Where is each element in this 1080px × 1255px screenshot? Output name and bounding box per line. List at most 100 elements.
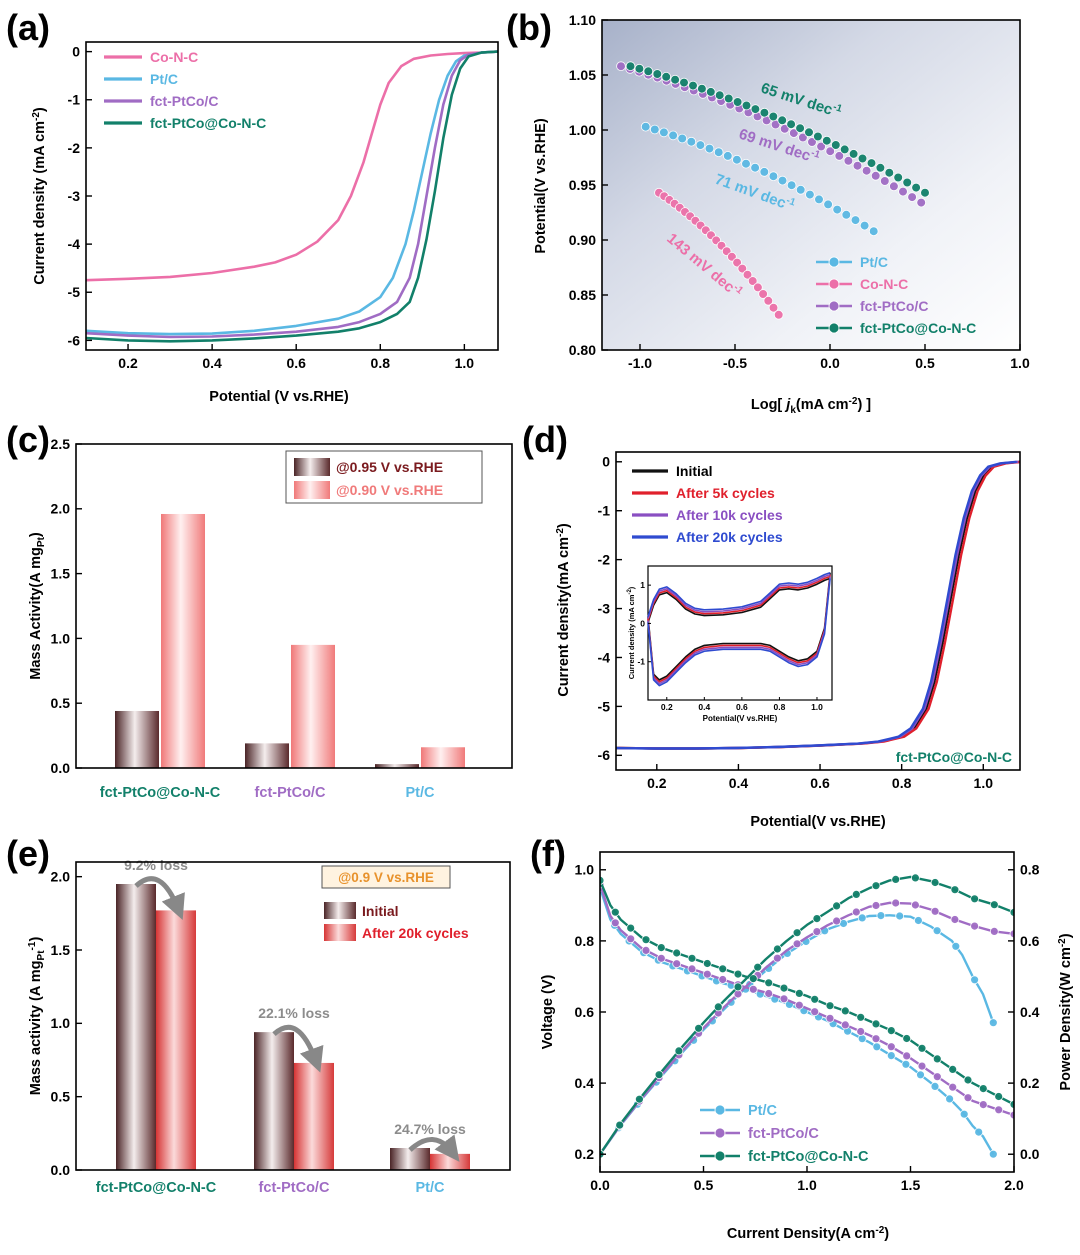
category-label-Pt/C: Pt/C [416,1180,446,1196]
legend-label-Initial: Initial [676,463,713,479]
voltage-point-fct-PtCo/C [902,1051,912,1061]
legend-label-After 20k cycles: After 20k cycles [676,529,783,545]
y-tick-label: 0.80 [569,342,596,358]
data-point-Pt/C [823,199,833,210]
data-point-fct-PtCo@Co-N-C [643,66,654,77]
panel-b-xlabel: Log[ jk(mA cm-2) ] [751,396,871,416]
voltage-point-Pt/C [945,1094,954,1104]
voltage-point-fct-PtCo@Co-N-C [748,974,758,983]
voltage-point-fct-PtCo/C [779,994,789,1004]
data-point-Pt/C [659,127,669,138]
data-point-fct-PtCo@Co-N-C [670,74,680,85]
loss-arrow [134,876,185,920]
power-point-fct-PtCo/C [773,953,782,963]
panel-a: (a) 0.2 0.4 0.6 0.8 1.0 0 -1 -2 -3 -4 -5 -6 Co-N-C P… [6,7,499,405]
voltage-point-Pt/C [930,1082,940,1091]
y-tick-label: 0.5 [51,1089,71,1105]
power-point-fct-PtCo/C [832,916,841,926]
panel-f-xlabel: Current Density(A cm-2) [727,1225,889,1242]
power-point-fct-PtCo@Co-N-C [911,873,920,883]
power-point-Pt/C [726,997,736,1007]
y-tick-label: -6 [68,332,81,348]
data-point-fct-PtCo/C [879,176,890,186]
legend-label-@0.95 V vs.RHE: @0.95 V vs.RHE [336,459,443,475]
voltage-point-fct-PtCo@Co-N-C [1009,1100,1014,1109]
data-point-Co-N-C [747,276,758,286]
legend-label-fct-PtCo@Co-N-C: fct-PtCo@Co-N-C [860,320,976,336]
y-tick-label: 1.10 [569,12,596,28]
power-point-fct-PtCo@Co-N-C [1009,908,1014,917]
voltage-point-fct-PtCo/C [748,984,758,994]
data-point-fct-PtCo@Co-N-C [821,135,832,146]
panel-a-label: (a) [6,7,50,48]
voltage-point-fct-PtCo/C [917,1061,927,1071]
data-point-Co-N-C [758,289,768,299]
data-point-Pt/C [868,226,879,237]
loss-annotation: 9.2% loss [124,857,188,873]
bar-@0.95 V vs.RHE-fct-PtCo@Co-N-C [115,710,159,768]
y-tick-label: -1 [68,92,81,108]
x-tick-label: 0.8 [371,355,391,371]
category-label-fct-PtCo@Co-N-C: fct-PtCo@Co-N-C [96,1180,217,1196]
panel-e-label: (e) [6,833,50,874]
legend-marker-fct-PtCo@Co-N-C [828,322,840,334]
power-point-fct-PtCo@Co-N-C [950,885,960,895]
voltage-point-fct-PtCo@Co-N-C [840,1006,850,1016]
y-tick-label: 1.00 [569,122,596,138]
voltage-point-fct-PtCo/C [978,1100,988,1109]
data-point-fct-PtCo/C [807,137,817,147]
power-point-Pt/C [876,911,886,920]
data-point-fct-PtCo/C [779,124,790,134]
bar-Initial-fct-PtCo@Co-N-C [116,884,156,1170]
data-point-Pt/C [722,151,733,161]
power-point-fct-PtCo@Co-N-C [635,1094,644,1104]
voltage-point-fct-PtCo@Co-N-C [932,1054,942,1064]
series-line-fct-PtCo@Co-N-C [86,50,498,343]
voltage-point-fct-PtCo@Co-N-C [902,1034,912,1043]
panel-e-ylabel: Mass activity (A mgPt-1) [27,937,47,1096]
y-tick-label: -1 [598,503,611,519]
voltage-point-fct-PtCo/C [672,959,682,969]
power-point-Pt/C [932,926,942,936]
voltage-point-fct-PtCo@Co-N-C [656,943,666,952]
voltage-point-fct-PtCo@Co-N-C [764,978,774,988]
bar-@0.95 V vs.RHE-fct-PtCo/C [245,743,289,768]
y-tick-label: 0.4 [575,1075,595,1091]
voltage-point-fct-PtCo/C [886,1042,896,1052]
x-tick-label: 1.0 [974,775,994,791]
data-point-fct-PtCo@Co-N-C [920,187,930,198]
y-tick-label: 2.0 [51,501,71,517]
power-point-fct-PtCo/C [871,901,881,910]
panel-c-ylabel: Mass Activity(A mgPt) [28,532,47,680]
voltage-point-Pt/C [988,1149,998,1159]
inset-ylabel: Current density (mA cm-2) [627,586,636,679]
inset-x-tick-label: 0.6 [736,702,748,712]
x-tick-label: 0.2 [118,355,138,371]
legend-label-fct-PtCo/C: fct-PtCo/C [860,298,928,314]
legend-label-fct-PtCo@Co-N-C: fct-PtCo@Co-N-C [748,1149,869,1165]
voltage-point-fct-PtCo@Co-N-C [687,953,697,963]
data-point-fct-PtCo/C [788,128,799,138]
y-tick-label: -3 [598,600,611,616]
bar-Initial-Pt/C [390,1148,430,1170]
voltage-point-fct-PtCo@Co-N-C [948,1065,958,1074]
inset-y-tick-label: -1 [637,657,645,667]
category-label-fct-PtCo/C: fct-PtCo/C [259,1180,330,1196]
data-point-Co-N-C [763,295,774,306]
voltage-point-fct-PtCo@Co-N-C [810,994,820,1004]
category-label-Pt/C: Pt/C [406,785,436,801]
data-point-fct-PtCo@Co-N-C [652,69,663,79]
panel-c: (c) 0.0 0.5 1.0 1.5 2.0 2.5 fct-PtCo@Co-N-C fct… [6,419,513,801]
y-right-tick-label: 0.4 [1020,1004,1040,1020]
legend-swatch-Initial [324,902,356,919]
legend-label-After 20k cycles: After 20k cycles [362,925,469,941]
data-point-Pt/C [677,133,687,144]
legend-marker-Co-N-C [828,278,840,290]
panel-f-label: (f) [530,833,566,874]
bar-Initial-fct-PtCo/C [254,1032,294,1170]
inset-y-tick-label: 0 [640,618,645,628]
data-point-fct-PtCo@Co-N-C [902,177,912,188]
data-point-fct-PtCo@Co-N-C [893,172,903,183]
power-point-fct-PtCo@Co-N-C [713,1002,723,1012]
y-tick-label: -4 [598,649,611,665]
